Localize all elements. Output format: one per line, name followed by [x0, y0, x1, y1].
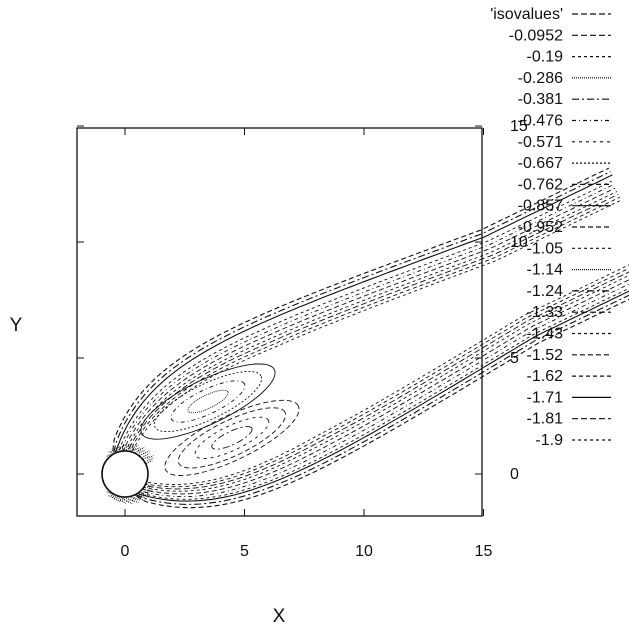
legend-label: -0.19	[527, 49, 564, 66]
legend-label: -1.81	[527, 411, 564, 428]
surface-contour-mark	[143, 453, 150, 457]
x-tick-label: 0	[121, 543, 130, 560]
band-contour	[117, 180, 612, 456]
legend-label: -0.667	[518, 155, 563, 172]
legend-label: -1.33	[527, 304, 564, 321]
surface-contour-mark	[134, 449, 141, 454]
legend-label: -1.9	[535, 432, 563, 449]
surface-contour-mark	[122, 498, 129, 503]
legend-label: -1.52	[527, 347, 564, 364]
band-contour	[123, 199, 622, 467]
band-contour	[134, 283, 629, 498]
surface-contour-mark	[129, 496, 136, 500]
vortex-contour	[194, 416, 270, 460]
surface-contour-mark	[138, 449, 146, 454]
band-contour	[135, 287, 629, 500]
surface-contour-mark	[143, 455, 150, 460]
legend-label: -0.476	[518, 113, 563, 130]
x-tick-label: 10	[355, 543, 373, 560]
legend-label: -1.62	[527, 368, 564, 385]
legend-label: -1.71	[527, 389, 564, 406]
legend-label: -1.43	[527, 326, 564, 343]
surface-contour-mark	[137, 447, 145, 451]
plot-border	[76, 127, 483, 517]
band-contour	[131, 274, 629, 492]
y-tick-label: 0	[510, 466, 519, 483]
legend-label: -1.14	[527, 262, 564, 279]
band-contour	[133, 279, 629, 495]
legend-label: -1.24	[527, 283, 564, 300]
y-tick-label: 10	[510, 234, 528, 251]
wake-contour	[135, 294, 629, 505]
surface-contour-mark	[143, 491, 150, 495]
wake-contour	[113, 171, 611, 453]
legend-label: -0.857	[518, 198, 563, 215]
vortex-contour	[177, 407, 287, 469]
legend-label: -0.381	[518, 91, 563, 108]
legend-label: -1.05	[527, 240, 564, 257]
surface-contour-mark	[116, 497, 123, 501]
band-contour	[120, 187, 616, 462]
contour-lines	[101, 167, 629, 509]
legend: 'isovalues' -0.0952 -0.19 -0.286 -0.381 -0.47…	[490, 6, 611, 449]
plot-frame	[76, 127, 483, 517]
legend-label: -0.286	[518, 70, 563, 87]
band-contour	[130, 264, 629, 485]
surface-contour-mark	[132, 499, 139, 504]
surface-contour-mark	[119, 500, 127, 504]
x-tick-label: 15	[475, 543, 493, 560]
y-tick-label: 15	[510, 118, 528, 135]
y-tick-label: 5	[510, 350, 519, 367]
surface-contour-mark	[139, 452, 146, 456]
band-contour	[119, 184, 614, 459]
axis-ticks: 0 5 10 15 0 5 10 15	[77, 118, 528, 560]
legend-label: -0.0952	[509, 27, 563, 44]
vortex-contour	[153, 370, 263, 433]
surface-contour-mark	[126, 500, 133, 505]
legend-label: 'isovalues'	[490, 6, 563, 23]
wake-contour	[114, 174, 613, 455]
wake-contour	[112, 167, 610, 451]
vortex-contour	[164, 399, 300, 476]
x-axis-label: X	[273, 606, 286, 627]
legend-label: -0.762	[518, 176, 563, 193]
x-tick-label: 5	[240, 543, 249, 560]
surface-contour-mark	[137, 497, 145, 501]
y-axis-label: Y	[10, 315, 23, 336]
band-contour	[130, 267, 629, 488]
vortex-contour	[187, 389, 229, 414]
wake-contour	[136, 298, 629, 509]
surface-contour-mark	[143, 450, 150, 455]
surface-contour-mark	[132, 444, 139, 449]
vortex-contour	[170, 380, 246, 423]
band-contour	[121, 191, 618, 464]
vortex-contour	[140, 363, 276, 440]
cylinder-obstacle	[101, 450, 149, 498]
legend-label: -0.952	[518, 219, 563, 236]
legend-label: -0.571	[518, 134, 563, 151]
wake-contour	[134, 290, 629, 502]
vortex-contour	[211, 426, 253, 450]
